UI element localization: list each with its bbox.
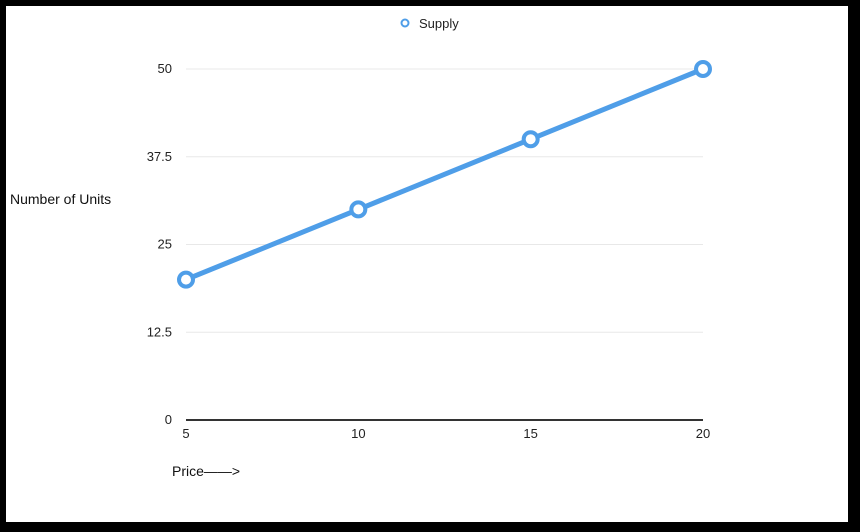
y-tick-label: 12.5 [147, 324, 172, 339]
y-tick-label: 0 [165, 412, 172, 427]
y-tick-label: 37.5 [147, 149, 172, 164]
data-point [177, 270, 195, 289]
legend-marker-icon [400, 18, 410, 28]
x-tick-label: 20 [696, 426, 710, 441]
chart-frame [6, 6, 848, 522]
series-line-supply [183, 66, 706, 283]
data-point [349, 200, 368, 219]
x-axis-title: Price——> [172, 463, 240, 479]
x-tick-label: 5 [182, 426, 189, 441]
x-tick-label: 15 [523, 426, 537, 441]
y-tick-label: 25 [158, 237, 172, 252]
x-tick-label: 10 [351, 426, 365, 441]
data-point [521, 130, 540, 149]
grid-lines [186, 68, 703, 333]
legend[interactable]: Supply [400, 16, 460, 31]
y-tick-label: 50 [158, 61, 172, 76]
legend-label: Supply [419, 16, 459, 31]
data-markers [177, 60, 712, 289]
y-axis-title: Number of Units [10, 191, 111, 207]
axes: 0 12.5 25 37.5 50 5 10 15 20 [147, 61, 711, 441]
data-point [694, 60, 712, 78]
series-lines [183, 66, 706, 283]
